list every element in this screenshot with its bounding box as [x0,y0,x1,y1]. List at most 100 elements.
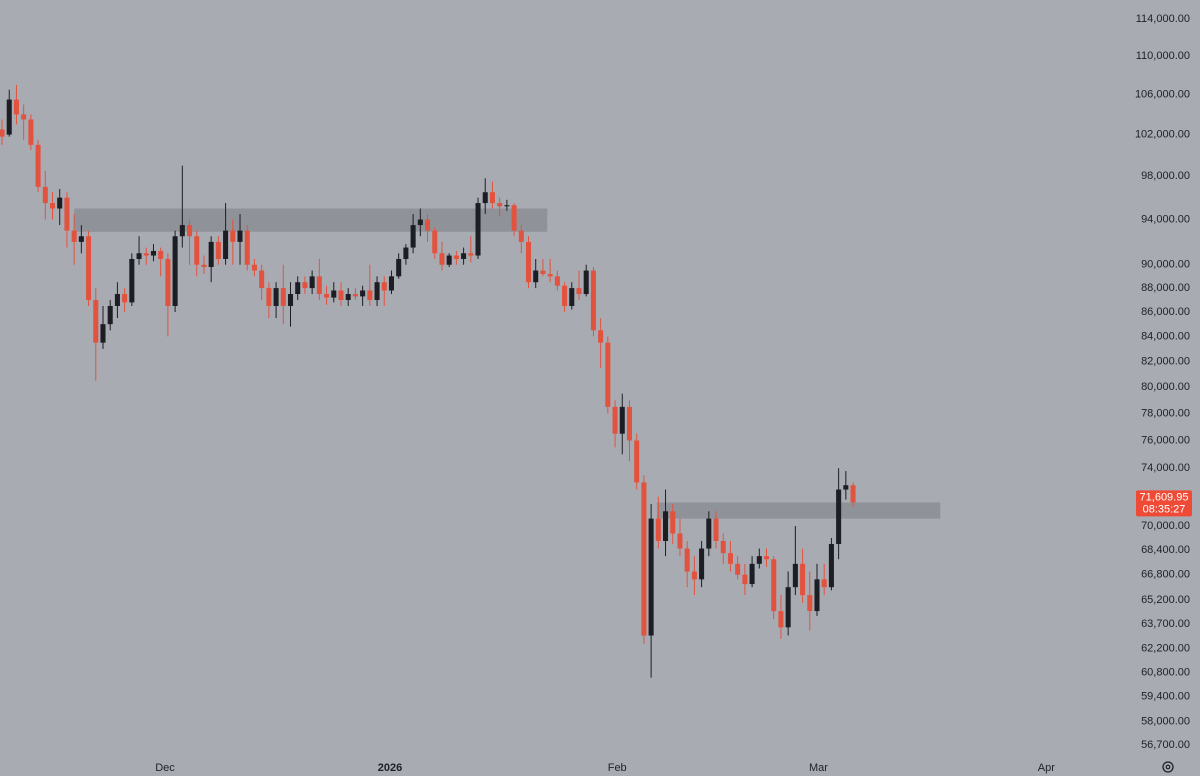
candle-body [374,282,380,300]
candle-body [771,559,777,612]
candle-body [626,406,633,441]
candle-body [677,533,683,549]
candle-body [86,236,92,300]
candle-body [57,197,63,209]
candle-body [670,511,676,534]
settings-icon[interactable] [1162,761,1174,773]
candle-body [93,299,99,343]
candle-body [114,294,120,306]
candle-body [187,225,193,237]
y-tick-label: 102,000.00 [1135,129,1190,141]
candle-body [287,294,294,306]
y-tick-label: 98,000.00 [1141,170,1190,182]
candle-body [439,253,445,265]
candle-body [461,253,467,259]
y-tick-label: 86,000.00 [1141,306,1190,318]
y-tick-label: 76,000.00 [1141,434,1190,446]
candle-body [396,258,402,277]
candle-body [122,294,128,303]
candle-body [172,236,178,306]
candle-body [143,253,149,256]
candle-body [244,230,250,265]
y-tick-label: 65,200.00 [1141,594,1190,606]
candle-body [21,114,27,120]
candle-body [576,288,582,295]
candle-body [821,579,827,588]
candle-body [706,518,712,549]
candle-body [684,548,690,572]
candle-body [360,290,366,297]
candle-body [295,282,301,295]
candle-body [663,511,669,541]
candle-body [71,230,77,242]
candle-body [749,563,755,585]
candle-body [78,236,84,242]
candle-body [533,270,539,283]
candle-body [410,225,416,248]
gear-inner[interactable] [1165,764,1171,770]
candle-body [605,342,611,407]
candle-body [843,485,849,490]
candle-body [511,205,517,231]
candle-body [756,556,762,564]
candle-body [446,255,452,265]
candle-body [150,250,156,256]
candle-body [425,219,431,231]
candle-body [850,485,856,503]
candle-body [735,563,741,575]
candle-body [432,230,438,254]
candle-body [13,99,19,115]
candle-body [836,489,842,544]
last-price-label: 71,609.95 [1140,491,1189,503]
candle-body [489,192,495,204]
candle-body [259,270,265,289]
candle-body [266,288,272,306]
candle-body [800,563,806,596]
candle-body [28,119,34,145]
candle-body [417,219,423,226]
candle-body [107,305,113,325]
zone [656,502,941,519]
candle-body [828,543,834,588]
candle-body [699,548,705,580]
candle-body [100,324,106,343]
candle-body [525,241,532,283]
x-tick-label: Mar [809,762,828,774]
candle-body [345,294,351,300]
candle-body [338,290,344,300]
y-tick-label: 74,000.00 [1141,462,1190,474]
candle-body [367,290,373,300]
candle-body [316,276,322,295]
candle-body [388,276,394,291]
candle-body [641,482,647,636]
x-tick-label: Dec [155,762,175,774]
candle-body [619,406,625,434]
candle-body [792,563,798,588]
candle-body [742,574,748,585]
candle-body [280,288,286,306]
candle-body [569,288,575,306]
candle-body [655,518,661,541]
candle-body [562,285,568,306]
candle-body [634,440,640,483]
candle-body [547,274,553,277]
candle-body [42,186,48,204]
gear-outer[interactable] [1162,761,1174,773]
candle-body [302,282,308,289]
candle-body [691,571,697,580]
candle-body [381,282,387,291]
candle-body [165,258,171,306]
candle-body [273,288,279,306]
x-tick-label: Apr [1038,762,1055,774]
y-tick-label: 80,000.00 [1141,381,1190,393]
candle-body [324,294,330,298]
y-tick-label: 60,800.00 [1141,666,1190,678]
y-tick-label: 106,000.00 [1135,89,1190,101]
candle-body [482,192,488,204]
candle-body [518,230,524,242]
y-tick-label: 114,000.00 [1136,13,1190,25]
candle-body [352,294,358,297]
candle-body [237,230,243,242]
candle-body [713,518,719,541]
y-tick-label: 63,700.00 [1141,618,1190,630]
